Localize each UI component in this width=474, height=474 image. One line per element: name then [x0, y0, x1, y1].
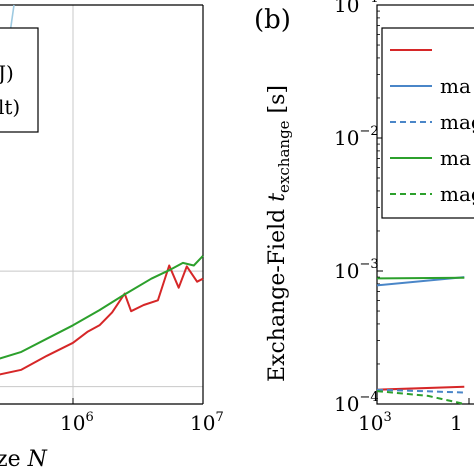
right-series-line-2 [376, 388, 465, 394]
left-series-line-1 [0, 255, 204, 360]
right-legend-label: ma [440, 146, 471, 170]
right-series-line-4 [376, 390, 465, 405]
right-y-tick-label: 10−4 [334, 390, 379, 416]
right-y-tick-label: 10−2 [334, 124, 379, 150]
left-legend-entry: lt) [0, 95, 20, 119]
left-x-tick-label: 107 [190, 410, 224, 435]
left-plot-panel: 106 107 J) lt) ze N [0, 4, 224, 472]
right-y-axis-label: Exchange-Field texchange [s] [265, 85, 293, 382]
left-series-group [0, 255, 204, 376]
panel-label: (b) [254, 5, 291, 35]
right-x-tick-label: 103 [358, 410, 392, 435]
right-legend-label: mag [440, 182, 474, 206]
left-series-line-0 [0, 264, 204, 376]
right-legend-box [381, 27, 474, 219]
left-legend-entry: J) [0, 61, 14, 85]
right-x-tick-label: 1 [450, 411, 463, 435]
right-y-tick-label: 10−3 [334, 257, 379, 283]
left-x-tick-label: 106 [60, 410, 94, 435]
right-legend-label: ma [440, 74, 471, 98]
right-legend: ma mag ma mag [390, 49, 474, 206]
right-legend-label: mag [440, 110, 474, 134]
left-x-axis-label: ze N [0, 447, 48, 472]
right-axis-frame [376, 4, 474, 405]
right-series-group [376, 276, 465, 405]
right-y-tick-label: 10−1 [334, 0, 379, 17]
right-series-line-3 [376, 276, 465, 280]
left-legend-box [0, 27, 39, 133]
